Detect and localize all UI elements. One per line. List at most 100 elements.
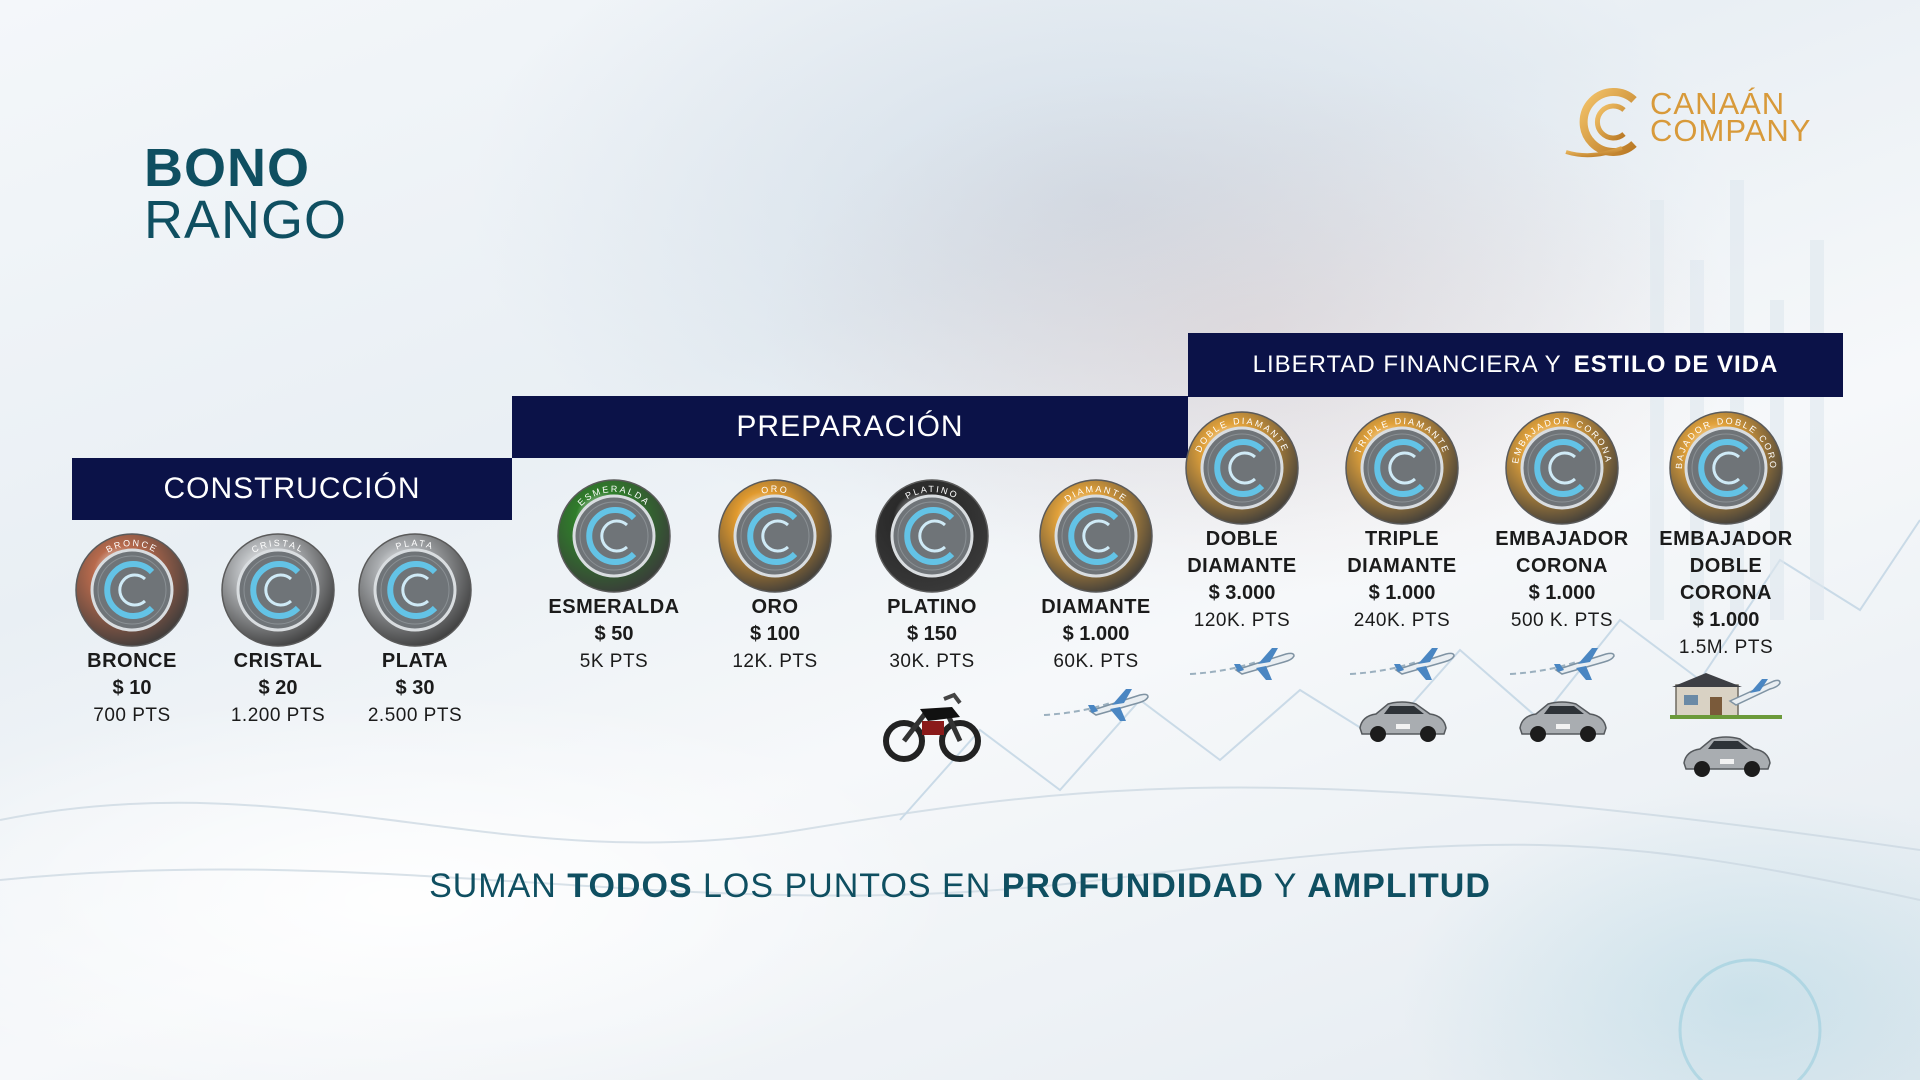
coin-icon: CRISTAL xyxy=(221,533,335,647)
rank-points: 1.5M. PTS xyxy=(1678,637,1774,658)
footer-bold-3: AMPLITUD xyxy=(1307,867,1491,905)
car-icon xyxy=(1519,701,1607,742)
company-logo: CANAÁN COMPANY xyxy=(1562,82,1832,162)
rewards xyxy=(1162,644,1322,684)
airplane-icon xyxy=(1349,648,1455,680)
coin-icon: ESMERALDA xyxy=(557,479,671,593)
rank-points: 60K. PTS xyxy=(1053,651,1139,672)
airplane-icon xyxy=(1189,648,1295,680)
rank-price: $ 20 xyxy=(258,677,298,699)
rank-price: $ 30 xyxy=(395,677,435,699)
logo-c-icon xyxy=(1565,88,1637,158)
rewards xyxy=(1482,644,1642,744)
rank-name: EMBAJADOR CORONA xyxy=(1482,526,1642,580)
rank-price: $ 1.000 xyxy=(1692,609,1760,631)
rank-price: $ 1.000 xyxy=(1062,623,1130,645)
footer-bold-1: TODOS xyxy=(567,867,693,905)
coin-icon: PLATA xyxy=(358,533,472,647)
coin-icon: TRIPLE DIAMANTE xyxy=(1345,411,1459,525)
rank-name: ORO xyxy=(751,596,799,618)
rank-price: $ 100 xyxy=(749,623,801,645)
rank-name: BRONCE xyxy=(87,650,177,672)
rank-name: EMBAJADOR DOBLE CORONA xyxy=(1646,526,1806,607)
rank-diamante: DIAMANTE DIAMANTE $ 1.000 60K. PTS xyxy=(1016,478,1176,735)
rank-name-line-2: CORONA xyxy=(1516,555,1608,577)
coin-icon: ORO xyxy=(718,479,832,593)
rank-doble-diamante: DOBLE DIAMANTE DOBLE DIAMANTE $ 3.000 12… xyxy=(1162,410,1322,694)
coin-icon: EMBAJADOR DOBLE CORONA xyxy=(1668,410,1783,525)
rank-name-line-2: DOBLE CORONA xyxy=(1680,555,1772,604)
coin-icon: EMBAJADOR CORONA xyxy=(1505,411,1619,525)
car-icon xyxy=(1359,701,1447,742)
rank-cristal: CRISTAL CRISTAL $ 20 1.200 PTS xyxy=(198,532,358,729)
rank-bronce: BRONCE BRONCE $ 10 700 PTS xyxy=(52,532,212,729)
rank-name-line-1: EMBAJADOR xyxy=(1495,528,1629,550)
band-construccion: CONSTRUCCIÓN xyxy=(72,458,512,520)
rank-triple-diamante: TRIPLE DIAMANTE TRIPLE DIAMANTE $ 1.000 … xyxy=(1322,410,1482,754)
motorcycle-icon xyxy=(883,692,981,762)
footer-part-1: SUMAN xyxy=(429,867,568,905)
rank-points: 240K. PTS xyxy=(1353,610,1451,631)
logo-text-line-2: COMPANY xyxy=(1650,113,1812,148)
band-construccion-label: CONSTRUCCIÓN xyxy=(163,472,421,505)
coin-label: ORO xyxy=(760,484,789,496)
footer-part-2: LOS PUNTOS EN xyxy=(692,867,1002,905)
rank-name: PLATA xyxy=(381,650,449,672)
rank-points: 700 PTS xyxy=(93,705,171,726)
band-libertad: LIBERTAD FINANCIERA Y ESTILO DE VIDA xyxy=(1188,333,1843,397)
coin-icon: DIAMANTE xyxy=(1039,479,1153,593)
rank-name: TRIPLE DIAMANTE xyxy=(1322,526,1482,580)
rank-price: $ 150 xyxy=(906,623,958,645)
rewards xyxy=(852,685,1012,765)
rank-name: DIAMANTE xyxy=(1041,596,1151,618)
title-line-2: RANGO xyxy=(144,190,348,250)
coin-icon: DOBLE DIAMANTE xyxy=(1185,411,1299,525)
rank-points: 5K PTS xyxy=(579,651,649,672)
page-title: BONO RANGO xyxy=(144,138,348,250)
rank-esmeralda: ESMERALDA ESMERALDA $ 50 5K PTS xyxy=(534,478,694,675)
rank-plata: PLATA PLATA $ 30 2.500 PTS xyxy=(335,532,495,729)
rank-oro: ORO ORO $ 100 12K. PTS xyxy=(695,478,855,675)
logo-text-line-1: CANAÁN xyxy=(1650,86,1786,121)
band-libertad-label: LIBERTAD FINANCIERA Y xyxy=(1252,351,1562,378)
rewards xyxy=(1646,671,1806,779)
rank-name-line-1: DOBLE xyxy=(1205,528,1279,550)
title-line-1: BONO xyxy=(144,138,310,198)
footer-bold-2: PROFUNDIDAD xyxy=(1001,867,1264,905)
rank-price: $ 1.000 xyxy=(1528,582,1596,604)
rank-points: 2.500 PTS xyxy=(367,705,463,726)
rank-name-line-2: DIAMANTE xyxy=(1347,555,1457,577)
band-preparacion: PREPARACIÓN xyxy=(512,396,1188,458)
rank-points: 12K. PTS xyxy=(732,651,818,672)
rank-points: 120K. PTS xyxy=(1193,610,1291,631)
house-icon xyxy=(1670,673,1782,719)
airplane-icon xyxy=(1509,648,1615,680)
rank-embajador-corona: EMBAJADOR CORONA EMBAJADOR CORONA $ 1.00… xyxy=(1482,410,1642,754)
rank-points: 30K. PTS xyxy=(889,651,975,672)
rank-name-line-1: TRIPLE xyxy=(1364,528,1440,550)
rank-name: CRISTAL xyxy=(233,650,323,672)
rank-points: 500 K. PTS xyxy=(1510,610,1614,631)
band-preparacion-label: PREPARACIÓN xyxy=(736,410,964,443)
airplane-icon xyxy=(1043,689,1149,721)
coin-label: PLATA xyxy=(394,538,435,552)
rank-price: $ 3.000 xyxy=(1208,582,1276,604)
coin-icon: PLATINO xyxy=(875,479,989,593)
rank-name: ESMERALDA xyxy=(548,596,680,618)
rank-name: PLATINO xyxy=(887,596,977,618)
rank-name: DOBLE DIAMANTE xyxy=(1162,526,1322,580)
rank-points: 1.200 PTS xyxy=(230,705,326,726)
rank-price: $ 10 xyxy=(112,677,152,699)
rank-price: $ 50 xyxy=(594,623,634,645)
rank-embajador-doble-corona: EMBAJADOR DOBLE CORONA EMBAJADOR DOBLE C… xyxy=(1646,410,1806,789)
rank-price: $ 1.000 xyxy=(1368,582,1436,604)
car-icon xyxy=(1683,736,1771,777)
logo-text: CANAÁN COMPANY xyxy=(1650,86,1812,148)
rewards xyxy=(1322,644,1482,744)
footer-part-3: Y xyxy=(1263,867,1308,905)
band-libertad-bold-label: ESTILO DE VIDA xyxy=(1573,351,1779,378)
rank-name-line-2: DIAMANTE xyxy=(1187,555,1297,577)
footer-tagline: SUMAN TODOS LOS PUNTOS EN PROFUNDIDAD Y … xyxy=(0,867,1920,906)
rank-name-line-1: EMBAJADOR xyxy=(1659,528,1793,550)
coin-icon: BRONCE xyxy=(75,533,189,647)
